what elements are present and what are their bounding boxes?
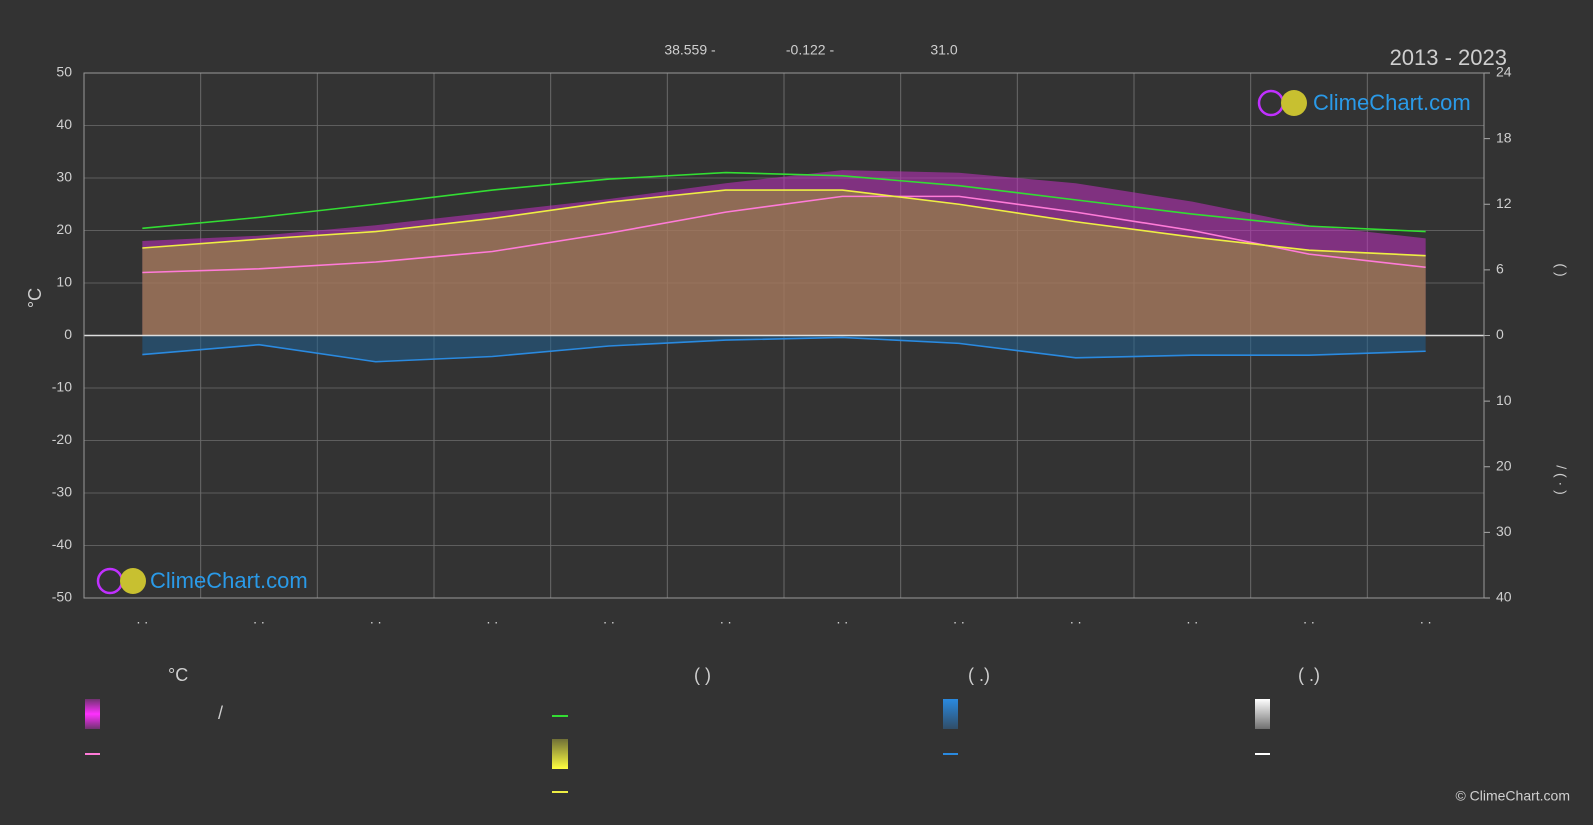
y-tick-label: 30 <box>56 169 72 185</box>
y2-tick-label: 24 <box>1496 64 1512 80</box>
plot-frame <box>83 72 1485 599</box>
y-tick-label: 10 <box>56 274 72 290</box>
x-tick-label: . . <box>603 611 615 627</box>
area <box>142 190 1426 336</box>
y-tick-label: -30 <box>52 484 72 500</box>
y-tick-label: 20 <box>56 221 72 237</box>
chart-title: 2013 - 2023 <box>1390 45 1507 70</box>
legend-swatch <box>943 699 958 729</box>
logo-sun <box>120 568 146 594</box>
legend-header: °C <box>168 665 188 685</box>
y2-tick-label: 0 <box>1496 326 1504 342</box>
legend-header: ( .) <box>1298 665 1320 685</box>
x-tick-label: . . <box>953 611 965 627</box>
legend-swatch <box>552 739 568 769</box>
y3-tick-label: 30 <box>1496 523 1512 539</box>
line <box>142 189 1426 257</box>
header-item: -0.122 - <box>786 42 835 58</box>
logo: ClimeChart.com <box>96 567 308 595</box>
y-tick-label: -10 <box>52 379 72 395</box>
line <box>142 336 1426 363</box>
line <box>142 195 1426 274</box>
y-tick-label: 40 <box>56 116 72 132</box>
y3-tick-label: 10 <box>1496 392 1512 408</box>
logo-text: ClimeChart.com <box>150 568 308 593</box>
legend-header: ( .) <box>968 665 990 685</box>
legend-text: / <box>218 703 223 723</box>
x-tick-label: . . <box>1303 611 1315 627</box>
y3-axis-label: / ( · ) <box>1553 465 1569 495</box>
y3-tick-label: 20 <box>1496 457 1512 473</box>
legend-swatch <box>85 699 100 729</box>
x-tick-label: . . <box>486 611 498 627</box>
legend-swatch <box>1255 699 1270 729</box>
y2-axis-label: ( ) <box>1553 263 1569 276</box>
header-item: 38.559 - <box>664 42 716 58</box>
logo-ring <box>96 567 124 595</box>
line <box>142 171 1426 233</box>
plot-area: -50 -40 -30 -20 -10 0 10 20 30 40 50 0 6 12 18 24 10 20 30… <box>52 64 1512 627</box>
y-tick-label: 0 <box>64 326 72 342</box>
y2-tick-label: 18 <box>1496 129 1512 145</box>
logo-text: ClimeChart.com <box>1313 90 1471 115</box>
copyright: © ClimeChart.com <box>1455 788 1570 804</box>
y-tick-label: -40 <box>52 536 72 552</box>
x-tick-label: . . <box>136 611 148 627</box>
area <box>142 335 1426 362</box>
y-tick-label: -20 <box>52 431 72 447</box>
y-tick-label: -50 <box>52 589 72 605</box>
x-tick-label: . . <box>720 611 732 627</box>
y-tick-label: 50 <box>56 64 72 80</box>
logo-ring <box>1257 89 1285 117</box>
legend: °C ( ) ( .) ( .) / <box>85 665 1320 793</box>
y2-tick-label: 6 <box>1496 261 1504 277</box>
header-item: 31.0 <box>930 42 957 58</box>
x-tick-label: . . <box>1070 611 1082 627</box>
legend-header: ( ) <box>694 665 711 685</box>
logo: ClimeChart.com <box>1257 89 1471 117</box>
y2-tick-label: 12 <box>1496 195 1512 211</box>
x-tick-label: . . <box>836 611 848 627</box>
y3-tick-label: 40 <box>1496 589 1512 605</box>
x-tick-label: . . <box>370 611 382 627</box>
y-axis-label: °C <box>25 288 45 308</box>
x-tick-label: . . <box>1186 611 1198 627</box>
x-tick-label: . . <box>1420 611 1432 627</box>
x-tick-label: . . <box>253 611 265 627</box>
logo-sun <box>1281 90 1307 116</box>
